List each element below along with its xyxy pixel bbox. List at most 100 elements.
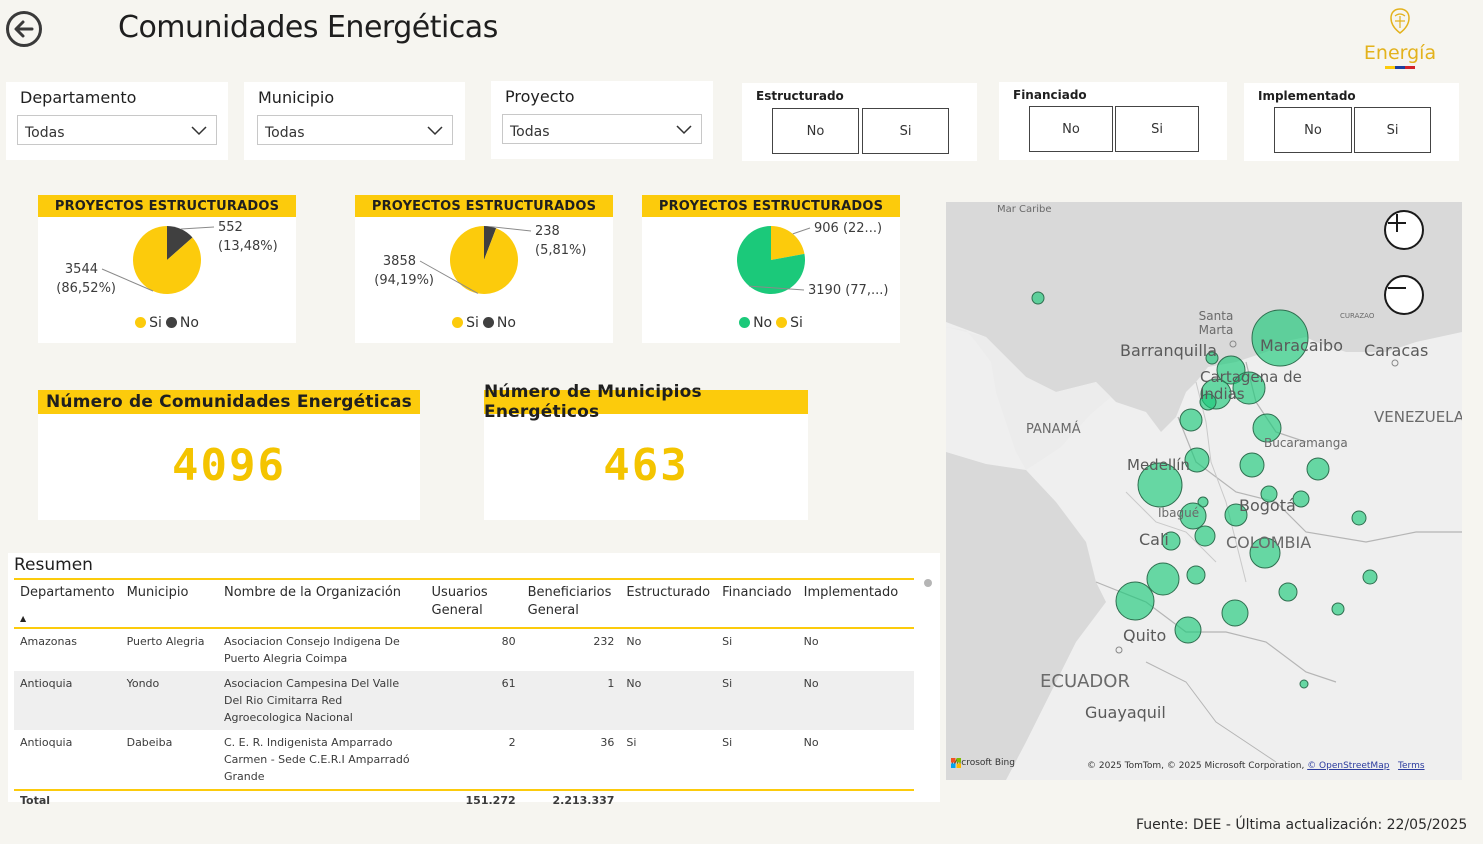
cell: Asociacion Campesina Del Valle Del Rio C… — [218, 671, 426, 730]
zoom-in-button[interactable] — [1384, 210, 1424, 250]
energia-logo: Energía — [1360, 6, 1440, 72]
map-bubble — [1184, 447, 1210, 473]
proyecto-dropdown[interactable]: Todas — [502, 114, 702, 144]
legend-item-si[interactable]: Si — [452, 315, 479, 331]
pie-slice-no[interactable] — [167, 226, 193, 260]
estructurado-slicer: Estructurado No Si — [742, 83, 977, 161]
map[interactable]: Mar Caribe Santa Marta Barranquilla Mara… — [946, 202, 1462, 780]
cell: 80 — [501, 635, 516, 648]
pie-slice-si[interactable] — [450, 226, 518, 294]
pie-slice-si[interactable] — [771, 226, 805, 260]
estructurado-no-button[interactable]: No — [772, 108, 859, 154]
legend-dot — [739, 317, 751, 328]
legend-item-si[interactable]: Si — [776, 315, 803, 331]
legend-item-si[interactable]: Si — [135, 315, 162, 331]
total-usuarios: 151.272 — [425, 789, 522, 810]
pie-chart: 3544 (86,52%) 552 (13,48%) — [56, 220, 277, 296]
pie-chart-card: PROYECTOS ESTRUCTURADOS 3858 (94,19%) 238 (… — [355, 195, 613, 343]
bing-attribution: Microsoft Bing — [951, 758, 1015, 768]
map-label: COLOMBIA — [1226, 533, 1312, 552]
map-label: PANAMÁ — [1026, 422, 1081, 437]
map-label: VENEZUELA — [1374, 408, 1462, 426]
map-label: Cali — [1139, 530, 1169, 549]
logo-text: Energía — [1363, 42, 1437, 64]
legend-dot — [482, 317, 494, 328]
financiado-no-button[interactable]: No — [1029, 106, 1113, 152]
pie-legend: Si No — [38, 315, 296, 331]
sort-ascending-icon[interactable]: ▲ — [20, 614, 27, 623]
map-bubble — [1292, 490, 1310, 508]
terms-link[interactable]: Terms — [1398, 761, 1425, 771]
cell: 36 — [600, 736, 615, 749]
table-row[interactable]: Antioquia Yondo Asociacion Campesina Del… — [14, 671, 914, 730]
map-bubble — [1179, 408, 1203, 432]
pie-chart-card: PROYECTOS ESTRUCTURADOS 3544 (86,52%) 552 (… — [38, 195, 296, 343]
pie-data-label: 552 — [218, 220, 243, 235]
municipio-dropdown[interactable]: Todas — [257, 115, 453, 145]
legend-label: No — [753, 315, 773, 331]
departamento-dropdown[interactable]: Todas — [17, 115, 217, 145]
pie-chart: 906 (22...) 3190 (77,...) — [737, 221, 888, 298]
pie-slice-no[interactable] — [484, 226, 497, 260]
legend-item-no[interactable]: No — [165, 315, 199, 331]
estructurado-si-button[interactable]: Si — [862, 108, 949, 154]
pie-slice-no[interactable] — [737, 226, 805, 294]
pie-slice-si[interactable] — [133, 226, 201, 294]
cell: Asociacion Consejo Indigena De Puerto Al… — [224, 635, 400, 665]
financiado-slicer: Financiado No Si — [999, 82, 1227, 160]
map-bubble — [1194, 525, 1216, 547]
column-header[interactable]: Estructurado — [620, 578, 717, 629]
legend-label: Si — [149, 315, 162, 331]
implementado-slicer: Implementado No Si — [1244, 83, 1459, 161]
legend-dot — [452, 317, 464, 328]
map-bubble — [1199, 393, 1217, 411]
pie-data-label: 3858 — [383, 254, 416, 269]
legend-label: Si — [790, 315, 803, 331]
financiado-label: Financiado — [1013, 88, 1087, 102]
footer-source: Fuente: DEE - Última actualización: 22/0… — [1136, 817, 1468, 833]
table-row[interactable]: Antioquia Dabeiba C. E. R. Indigenista A… — [14, 730, 914, 790]
map-bubble — [1146, 562, 1180, 596]
column-header[interactable]: Usuarios General — [425, 578, 522, 629]
map-bubble — [1221, 599, 1249, 627]
cell: No — [620, 671, 717, 730]
map-bubble — [1239, 452, 1265, 478]
map-label: Bogotá — [1239, 496, 1296, 515]
pie-leader-line — [419, 260, 479, 294]
map-bubble — [1224, 503, 1248, 527]
zoom-out-button[interactable] — [1384, 275, 1424, 315]
pie-legend: No Si — [642, 315, 900, 331]
column-header[interactable]: Departamento — [14, 578, 121, 629]
estructurado-label: Estructurado — [756, 89, 844, 103]
column-header[interactable]: Implementado — [797, 578, 914, 629]
table-header-row: Departamento Municipio Nombre de la Orga… — [14, 578, 914, 629]
implementado-no-button[interactable]: No — [1274, 107, 1352, 153]
cell: 2 — [508, 736, 516, 749]
kpi-comunidades-card: Número de Comunidades Energéticas 4096 — [38, 390, 420, 520]
summary-title: Resumen — [14, 555, 93, 575]
map-label: Guayaquil — [1085, 703, 1166, 722]
column-header[interactable]: Nombre de la Organización — [218, 578, 426, 629]
column-header[interactable]: Municipio — [120, 578, 218, 629]
legend-label: No — [179, 315, 199, 331]
map-bubble — [1362, 569, 1378, 585]
legend-item-no[interactable]: No — [739, 315, 772, 331]
kpi-comunidades-label: Número de Comunidades Energéticas — [38, 390, 420, 414]
implementado-label: Implementado — [1258, 89, 1356, 103]
column-header[interactable]: Financiado — [716, 578, 798, 629]
cell: Dabeiba — [126, 736, 173, 749]
back-button[interactable] — [6, 11, 42, 47]
map-label: Medellín — [1127, 456, 1190, 474]
column-header[interactable]: Beneficiarios General — [521, 578, 621, 629]
implementado-si-button[interactable]: Si — [1354, 107, 1431, 153]
osm-link[interactable]: © OpenStreetMap — [1307, 761, 1390, 771]
table-total-row: Total 151.272 2.213.337 — [14, 789, 914, 810]
pie-data-label: 906 (22...) — [814, 221, 882, 236]
coat-of-arms-icon — [1390, 8, 1410, 34]
table-row[interactable]: Amazonas Puerto Alegria Asociacion Conse… — [14, 628, 914, 671]
scrollbar[interactable] — [924, 579, 932, 587]
land-central-america — [946, 322, 1462, 780]
legend-item-no[interactable]: No — [482, 315, 516, 331]
cell: No — [626, 635, 642, 648]
financiado-si-button[interactable]: Si — [1115, 106, 1199, 152]
